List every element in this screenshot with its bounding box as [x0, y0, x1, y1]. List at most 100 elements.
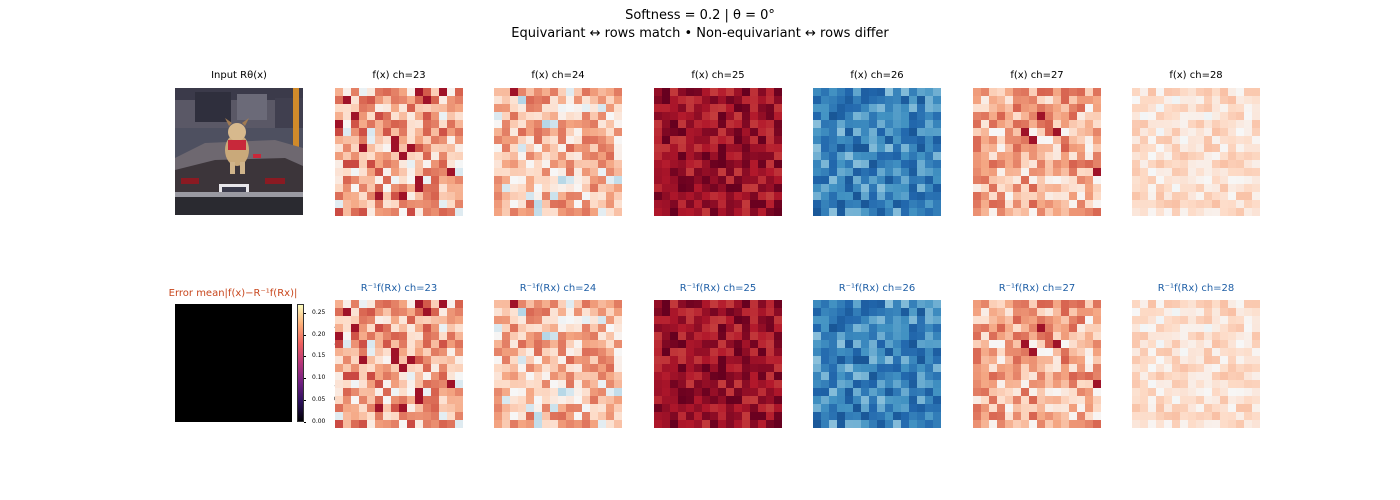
heatmap-cell: [391, 136, 400, 145]
heatmap-cell: [710, 404, 719, 413]
heatmap-cell: [1252, 168, 1260, 177]
heatmap-cell: [845, 340, 854, 349]
heatmap-cell: [542, 200, 551, 209]
heatmap-cell: [1045, 176, 1054, 185]
heatmap-cell: [877, 380, 886, 389]
heatmap-cell: [431, 128, 440, 137]
heatmap-cell: [351, 308, 360, 317]
heatmap-cell: [925, 316, 934, 325]
heatmap-cell: [917, 200, 926, 209]
heatmap-cell: [678, 200, 687, 209]
heatmap-cell: [662, 88, 671, 97]
heatmap-cell: [1077, 420, 1086, 428]
heatmap-cell: [766, 208, 775, 216]
heatmap-cell: [1053, 176, 1062, 185]
heatmap-cell: [518, 364, 527, 373]
heatmap-cell: [1069, 388, 1078, 397]
heatmap-cell: [901, 176, 910, 185]
heatmap-cell: [734, 112, 743, 121]
heatmap-cell: [678, 356, 687, 365]
heatmap-cell: [1196, 324, 1205, 333]
heatmap-cell: [1228, 160, 1237, 169]
heatmap-cell: [375, 324, 384, 333]
heatmap-cell: [758, 396, 767, 405]
heatmap-cell: [997, 200, 1006, 209]
heatmap-cell: [1140, 152, 1149, 161]
heatmap-cell: [837, 348, 846, 357]
heatmap-cell: [1029, 120, 1038, 129]
heatmap-cell: [415, 128, 424, 137]
heatmap-cell: [447, 388, 456, 397]
heatmap-cell: [502, 324, 511, 333]
heatmap-cell: [670, 372, 679, 381]
heatmap-cell: [510, 356, 519, 365]
heatmap-cell: [845, 364, 854, 373]
heatmap-cell: [407, 300, 416, 309]
heatmap-cell: [1140, 396, 1149, 405]
heatmap-cell: [821, 112, 830, 121]
heatmap-cell: [1172, 324, 1181, 333]
colorbar-tick-mark: [304, 312, 306, 314]
heatmap-cell: [925, 160, 934, 169]
heatmap-cell: [901, 200, 910, 209]
heatmap-cell: [407, 324, 416, 333]
heatmap-cell: [375, 420, 384, 428]
heatmap-cell: [582, 372, 591, 381]
heatmap-cell: [447, 168, 456, 177]
heatmap-cell: [885, 396, 894, 405]
heatmap-cell: [885, 184, 894, 193]
heatmap-cell: [407, 104, 416, 113]
heatmap-cell: [869, 136, 878, 145]
heatmap-cell: [383, 372, 392, 381]
heatmap-cell: [726, 112, 735, 121]
heatmap-cell: [1021, 316, 1030, 325]
heatmap-cell: [359, 192, 368, 201]
fx-heatmap-ch28: [1132, 88, 1260, 216]
heatmap-cell: [1037, 208, 1046, 216]
heatmap-cell: [861, 96, 870, 105]
heatmap-cell: [973, 120, 982, 129]
heatmap-cell: [399, 136, 408, 145]
heatmap-cell: [774, 372, 782, 381]
heatmap-cell: [1077, 112, 1086, 121]
heatmap-cell: [917, 348, 926, 357]
heatmap-cell: [813, 136, 822, 145]
heatmap-cell: [447, 396, 456, 405]
heatmap-cell: [1220, 404, 1229, 413]
heatmap-cell: [542, 372, 551, 381]
heatmap-cell: [598, 364, 607, 373]
heatmap-cell: [1252, 412, 1260, 421]
heatmap-cell: [997, 168, 1006, 177]
heatmap-cell: [598, 420, 607, 428]
heatmap-cell: [423, 300, 432, 309]
heatmap-cell: [1093, 420, 1101, 428]
heatmap-cell: [909, 388, 918, 397]
heatmap-cell: [494, 96, 503, 105]
heatmap-cell: [877, 88, 886, 97]
heatmap-cell: [1132, 396, 1141, 405]
heatmap-cell: [526, 168, 535, 177]
heatmap-cell: [1132, 372, 1141, 381]
heatmap-cell: [845, 316, 854, 325]
heatmap-cell: [1180, 324, 1189, 333]
heatmap-cell: [574, 136, 583, 145]
heatmap-cell: [1069, 324, 1078, 333]
heatmap-cell: [606, 308, 615, 317]
heatmap-cell: [343, 208, 352, 216]
heatmap-cell: [853, 208, 862, 216]
heatmap-cell: [439, 412, 448, 421]
heatmap-cell: [1045, 96, 1054, 105]
heatmap-cell: [1045, 184, 1054, 193]
fx-label-ch23: f(x) ch=23: [372, 70, 426, 81]
heatmap-cell: [431, 340, 440, 349]
heatmap-cell: [415, 404, 424, 413]
heatmap-cell: [981, 104, 990, 113]
heatmap-cell: [614, 364, 622, 373]
heatmap-cell: [502, 308, 511, 317]
heatmap-cell: [447, 128, 456, 137]
heatmap-cell: [1164, 300, 1173, 309]
heatmap-cell: [686, 192, 695, 201]
heatmap-cell: [1013, 356, 1022, 365]
heatmap-cell: [534, 332, 543, 341]
heatmap-cell: [359, 388, 368, 397]
